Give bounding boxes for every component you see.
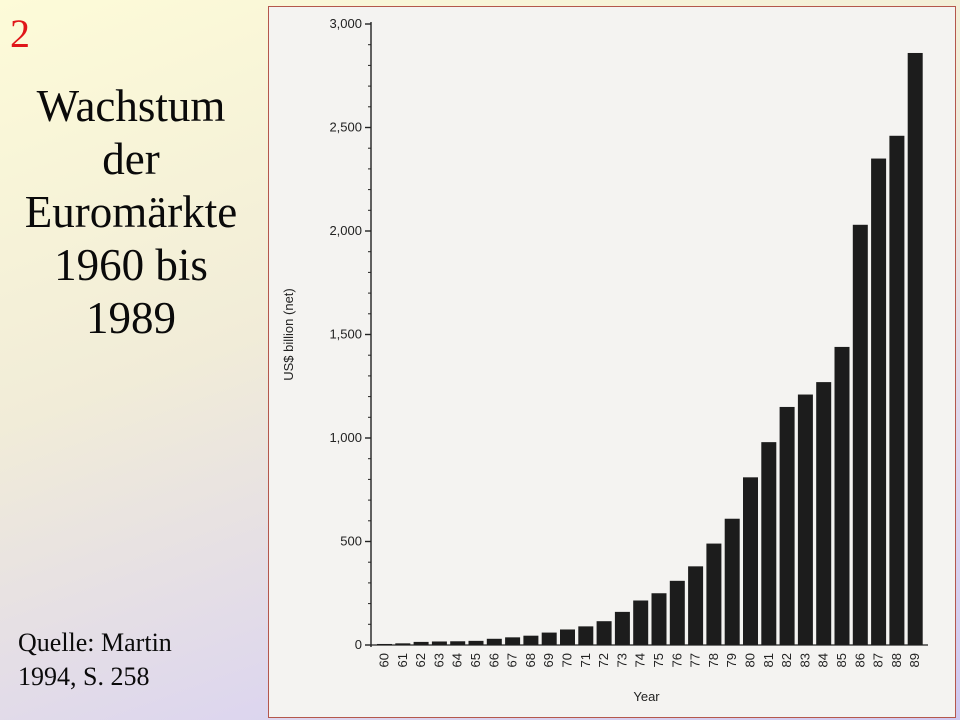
bar bbox=[907, 52, 923, 646]
bar bbox=[523, 635, 539, 645]
x-tick-label: 81 bbox=[761, 653, 776, 667]
y-tick-label: 1,500 bbox=[329, 327, 362, 342]
bar bbox=[560, 629, 575, 645]
x-tick-label: 83 bbox=[797, 653, 812, 667]
x-tick-label: 69 bbox=[541, 653, 556, 667]
source-note-line: 1994, S. 258 bbox=[18, 662, 150, 691]
slide-title-line: Wachstum bbox=[36, 81, 226, 131]
y-tick-label: 2,000 bbox=[329, 223, 362, 238]
x-tick-label: 72 bbox=[596, 653, 611, 667]
x-tick-label: 89 bbox=[907, 653, 922, 667]
bar bbox=[724, 518, 740, 645]
x-tick-label: 70 bbox=[560, 653, 575, 667]
bar bbox=[688, 566, 704, 645]
x-tick-label: 74 bbox=[633, 653, 648, 667]
x-tick-label: 85 bbox=[834, 653, 849, 667]
x-tick-label: 87 bbox=[871, 653, 886, 667]
slide-title-line: Euromärkte bbox=[24, 187, 238, 237]
x-tick-label: 86 bbox=[852, 653, 867, 667]
bar bbox=[816, 382, 832, 645]
slide-title-line: der bbox=[102, 134, 160, 184]
x-tick-label: 75 bbox=[651, 653, 666, 667]
bar bbox=[596, 621, 612, 645]
bar bbox=[578, 626, 594, 645]
x-tick-label: 60 bbox=[377, 653, 392, 667]
x-tick-label: 66 bbox=[486, 653, 501, 667]
bar bbox=[450, 641, 466, 645]
bar bbox=[669, 580, 685, 645]
x-tick-label: 65 bbox=[468, 653, 483, 667]
slide-number: 2 bbox=[10, 11, 30, 56]
bar bbox=[377, 643, 392, 645]
x-tick-label: 73 bbox=[614, 653, 629, 667]
x-tick-label: 79 bbox=[724, 653, 739, 667]
y-tick-label: 0 bbox=[355, 637, 362, 652]
bar bbox=[761, 442, 777, 645]
x-tick-label: 63 bbox=[431, 653, 446, 667]
x-tick-label: 77 bbox=[688, 653, 703, 667]
source-note-line: Quelle: Martin bbox=[18, 628, 172, 657]
x-tick-label: 64 bbox=[450, 653, 465, 667]
x-tick-label: 80 bbox=[743, 653, 758, 667]
bar bbox=[486, 638, 502, 645]
x-tick-label: 76 bbox=[669, 653, 684, 667]
x-tick-label: 68 bbox=[523, 653, 538, 667]
bar bbox=[651, 593, 667, 645]
bar bbox=[505, 637, 521, 645]
source-note: Quelle: Martin 1994, S. 258 bbox=[18, 626, 258, 694]
y-axis-title: US$ billion (net) bbox=[281, 288, 296, 381]
bar bbox=[779, 406, 795, 645]
y-tick-label: 500 bbox=[340, 534, 362, 549]
x-tick-label: 88 bbox=[889, 653, 904, 667]
x-tick-label: 82 bbox=[779, 653, 794, 667]
x-tick-label: 71 bbox=[578, 653, 593, 667]
bar bbox=[852, 224, 868, 646]
x-tick-label: 67 bbox=[505, 653, 520, 667]
slide-title-line: 1960 bis bbox=[54, 240, 208, 290]
bar bbox=[431, 641, 447, 645]
x-axis-title: Year bbox=[633, 689, 660, 704]
bar bbox=[871, 158, 887, 646]
bar bbox=[633, 600, 649, 645]
chart-frame: 0 500 1,000 1,500 2,000 2,500 3,000 60 61 62 63 64 6… bbox=[268, 6, 956, 718]
x-tick-label: 62 bbox=[413, 653, 428, 667]
y-tick-label: 2,500 bbox=[329, 120, 362, 135]
bar bbox=[743, 477, 758, 645]
bar bbox=[614, 611, 630, 645]
y-tick-label: 1,000 bbox=[329, 430, 362, 445]
bar bbox=[797, 394, 813, 645]
bar bbox=[706, 543, 722, 645]
bar bbox=[468, 640, 484, 645]
slide-title-line: 1989 bbox=[86, 293, 176, 343]
x-tick-label: 61 bbox=[395, 653, 410, 667]
bar bbox=[541, 632, 557, 645]
bar bbox=[395, 643, 411, 645]
x-tick-label: 78 bbox=[706, 653, 721, 667]
bar bbox=[834, 346, 850, 645]
slide-title: Wachstum der Euromärkte 1960 bis 1989 bbox=[0, 80, 262, 345]
bar bbox=[413, 641, 429, 645]
y-tick-label: 3,000 bbox=[329, 16, 362, 31]
x-tick-label: 84 bbox=[816, 653, 831, 667]
bar bbox=[889, 135, 905, 645]
